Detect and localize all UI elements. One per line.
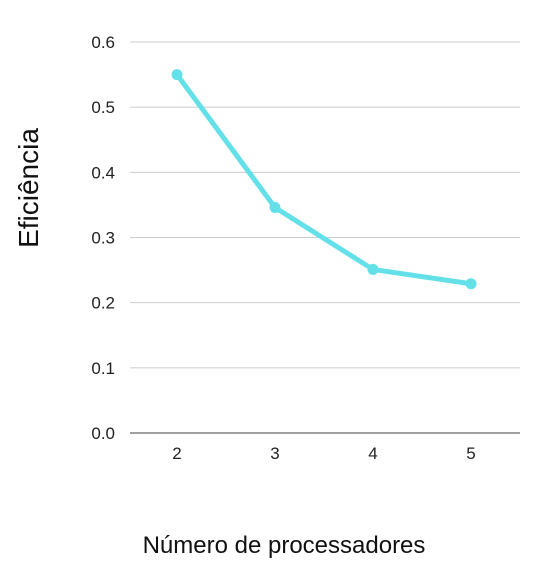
gridlines: [130, 41, 520, 434]
x-tick-label: 4: [368, 444, 377, 463]
y-tick-label: 0.6: [91, 33, 115, 52]
y-tick-label: 0.5: [91, 98, 115, 117]
x-tick-label: 5: [466, 444, 475, 463]
y-tick-label: 0.3: [91, 229, 115, 248]
x-axis-title: Número de processadores: [143, 532, 426, 559]
y-tick-label: 0.1: [91, 359, 115, 378]
data-point: [269, 202, 281, 214]
y-tick-labels: 0.0 0.1 0.2 0.3 0.4 0.5 0.6: [91, 33, 115, 443]
y-tick-label: 0.2: [91, 294, 115, 313]
y-tick-label: 0.0: [91, 424, 115, 443]
y-axis-title: Eficiência: [13, 128, 44, 248]
series-line: [174, 72, 474, 287]
x-tick-label: 3: [270, 444, 279, 463]
data-point: [465, 278, 477, 290]
y-tick-label: 0.4: [91, 163, 115, 182]
data-point: [171, 69, 183, 81]
x-tick-label: 2: [172, 444, 181, 463]
x-tick-labels: 2 3 4 5: [172, 444, 475, 463]
data-point: [367, 263, 379, 275]
series-layer: [171, 69, 477, 290]
